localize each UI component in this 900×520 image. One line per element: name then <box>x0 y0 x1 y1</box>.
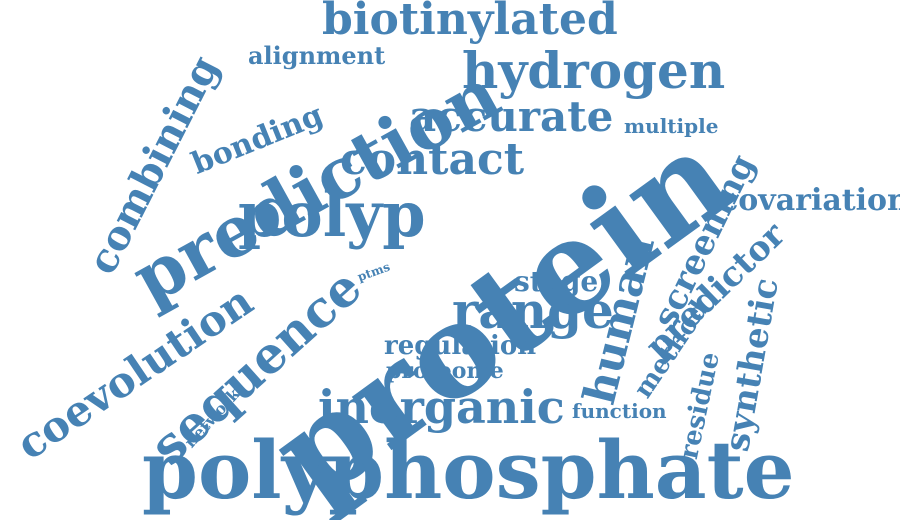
word-range: range <box>452 281 614 340</box>
word-polyphosphate: polyphosphate <box>142 423 795 517</box>
word-inorganic: inorganic <box>318 380 565 434</box>
word-hydrogen: hydrogen <box>462 41 726 100</box>
word-regulation: regulation <box>384 331 537 361</box>
word-multiple: multiple <box>624 114 719 138</box>
word-contact: contact <box>340 134 525 185</box>
word-polyp: polyp <box>238 178 426 251</box>
word-biotinylated: biotinylated <box>322 0 618 45</box>
word-accurate: accurate <box>409 92 614 141</box>
word-alignment: alignment <box>248 41 386 70</box>
word-stage: stage <box>514 265 599 298</box>
word-proteome: proteome <box>386 358 504 384</box>
word-covariation: covariation <box>720 183 900 218</box>
word-ptms: ptms <box>355 259 392 285</box>
word-function: function <box>572 399 667 423</box>
